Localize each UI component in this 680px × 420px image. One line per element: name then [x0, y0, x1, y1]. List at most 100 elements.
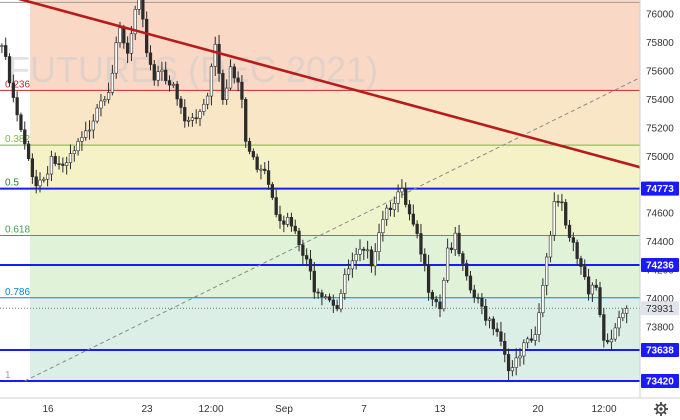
- candle-body: [15, 97, 19, 116]
- candle-body: [179, 98, 183, 108]
- candle-body: [503, 341, 507, 355]
- candle-body: [122, 27, 126, 44]
- candlestick-series: [0, 0, 629, 381]
- candle-body: [586, 276, 591, 295]
- candle-body: [590, 284, 595, 295]
- candle-body: [613, 327, 617, 340]
- candle-body: [567, 224, 572, 238]
- candle-body: [518, 355, 522, 359]
- candle-body: [407, 204, 412, 215]
- candle-body: [404, 188, 408, 205]
- candle-body: [110, 72, 115, 93]
- candle-body: [369, 249, 374, 267]
- candle-body: [434, 298, 438, 303]
- time-axis-background: [0, 398, 680, 420]
- candle-body: [354, 254, 358, 262]
- price-tick-label: 75600: [646, 67, 674, 78]
- candle-body: [80, 137, 84, 142]
- candle-body: [487, 318, 492, 321]
- candle-body: [209, 66, 214, 97]
- candle-body: [19, 114, 23, 131]
- fib-band-5: [30, 297, 640, 381]
- candle-body: [548, 234, 553, 258]
- candle-body: [461, 253, 465, 264]
- candle-body: [164, 69, 168, 81]
- candle-body: [335, 305, 339, 310]
- candle-body: [274, 197, 278, 215]
- candle-body: [419, 233, 423, 255]
- settings-gear-icon[interactable]: [654, 402, 668, 416]
- candle-body: [198, 111, 202, 119]
- fib-label-4: 0.618: [5, 225, 30, 236]
- candle-body: [213, 43, 217, 67]
- candle-body: [609, 338, 614, 343]
- candle-body: [556, 201, 560, 203]
- price-tick-label: 75000: [646, 152, 674, 163]
- time-tick-label: 13: [434, 404, 446, 415]
- price-level-tags: 74773 74236 73638 73420 73931: [641, 181, 679, 388]
- horizontal-price-levels[interactable]: [0, 187, 640, 382]
- candle-body: [449, 247, 454, 250]
- candle-body: [305, 255, 309, 260]
- candle-body: [183, 107, 187, 122]
- candle-body: [202, 103, 206, 112]
- candle-body: [316, 291, 320, 294]
- candle-body: [476, 297, 480, 299]
- candle-body: [598, 287, 602, 315]
- candle-body: [61, 163, 65, 166]
- candle-body: [175, 83, 179, 100]
- dashed-trendline[interactable]: [24, 76, 643, 382]
- candle-body: [571, 237, 575, 243]
- candle-body: [392, 202, 396, 210]
- candle-body: [45, 173, 50, 180]
- candle-body: [396, 191, 400, 204]
- candle-body: [480, 297, 484, 307]
- candle-body: [278, 214, 282, 222]
- candle-body: [247, 141, 252, 152]
- candle-body: [148, 52, 153, 65]
- red-trendline[interactable]: [2, 0, 643, 169]
- candle-body: [133, 9, 137, 35]
- candle-body: [217, 43, 221, 74]
- candle-body: [545, 256, 549, 286]
- candle-body: [621, 312, 625, 319]
- candle-body: [95, 107, 99, 122]
- candle-body: [297, 230, 301, 246]
- candle-body: [194, 117, 198, 120]
- candle-body: [301, 244, 305, 256]
- fib-label-5: 0.786: [5, 287, 30, 298]
- candle-body: [285, 217, 290, 225]
- candle-body: [106, 92, 111, 100]
- candle-body: [221, 73, 225, 101]
- candle-body: [87, 129, 92, 132]
- price-level-tag: [641, 342, 679, 357]
- fib-label-0: 0: [5, 0, 11, 2]
- candle-body: [11, 82, 15, 98]
- candle-body: [244, 99, 248, 142]
- candle-body: [415, 223, 419, 234]
- candle-body: [605, 340, 610, 343]
- candle-body: [350, 260, 355, 270]
- candle-body: [141, 0, 145, 20]
- time-axis[interactable]: 16 23 12:00 Sep 7 13 20 12:00: [42, 404, 617, 415]
- time-tick-label: 16: [42, 404, 54, 415]
- price-level-tag: [641, 373, 679, 388]
- candle-body: [23, 129, 27, 145]
- candle-body: [324, 296, 328, 299]
- candle-body: [625, 308, 629, 314]
- candle-body: [152, 64, 156, 81]
- candle-body: [42, 178, 46, 181]
- price-tick-label: 75400: [646, 95, 674, 106]
- price-tick-label: 76000: [646, 10, 674, 21]
- candle-body: [522, 342, 526, 357]
- price-tick-label: 75200: [646, 123, 674, 134]
- candle-body: [499, 331, 503, 342]
- candle-body: [225, 87, 229, 101]
- candle-body: [34, 176, 38, 187]
- candle-body: [156, 71, 160, 81]
- fib-label-6: 1: [5, 370, 11, 381]
- candle-body: [293, 225, 297, 232]
- candle-body: [72, 150, 76, 155]
- candle-body: [205, 95, 210, 105]
